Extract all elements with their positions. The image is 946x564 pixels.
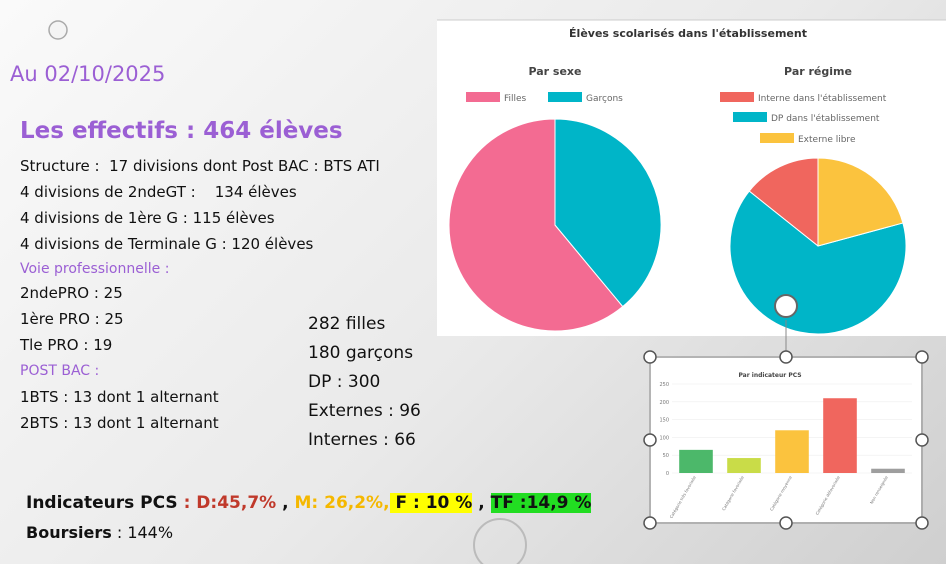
total-line: 180 garçons — [308, 343, 413, 363]
pcs-segment: Indicateurs PCS — [26, 493, 178, 513]
bar — [871, 469, 905, 473]
text-line: 4 divisions de Terminale G : 120 élèves — [20, 235, 313, 253]
section-title: Voie professionnelle : — [20, 261, 169, 277]
pcs-line: Indicateurs PCS : D:45,7% , M: 26,2%, F … — [26, 493, 591, 513]
pcs-segment: M: 26,2%, — [294, 493, 389, 513]
pcs-segment: , — [472, 493, 490, 513]
text-line: Tle PRO : 19 — [20, 336, 112, 354]
boursiers: Boursiers : 144% — [26, 523, 173, 542]
y-tick-label: 150 — [659, 418, 669, 424]
y-tick-label: 50 — [663, 453, 669, 459]
bar — [823, 398, 857, 473]
text-line: 1BTS : 13 dont 1 alternant — [20, 388, 219, 406]
section-title: POST BAC : — [20, 363, 99, 379]
y-tick-label: 0 — [666, 471, 669, 477]
total-line: DP : 300 — [308, 372, 380, 392]
legend-swatch — [760, 133, 794, 143]
bar — [727, 458, 761, 473]
text-line: 4 divisions de 2ndeGT : 134 élèves — [20, 183, 297, 201]
legend-swatch — [466, 92, 500, 102]
total-line: 282 filles — [308, 314, 385, 334]
pcs-segment: , — [276, 493, 294, 513]
text-line: 1ère PRO : 25 — [20, 310, 124, 328]
total-line: Internes : 66 — [308, 430, 416, 450]
text-line: 4 divisions de 1ère G : 115 élèves — [20, 209, 275, 227]
chart-title: Par régime — [784, 65, 852, 78]
text-line: Structure : 17 divisions dont Post BAC :… — [20, 157, 380, 175]
text-line: 2ndePRO : 25 — [20, 284, 123, 302]
pcs-segment: : D:45,7% — [178, 493, 277, 513]
legend-swatch — [548, 92, 582, 102]
y-tick-label: 250 — [659, 382, 669, 388]
boursiers-part: : 144% — [112, 523, 173, 542]
legend-swatch — [720, 92, 754, 102]
slide: Élèves scolarisés dans l'établissement Pa… — [0, 0, 946, 564]
pcs-segment: TF :14,9 % — [491, 493, 592, 513]
legend-label: Externe libre — [798, 135, 856, 145]
chart-title: Par sexe — [528, 65, 581, 78]
pcs-segment: F : 10 % — [390, 493, 473, 513]
chart-title: Par indicateur PCS — [738, 372, 801, 379]
legend-label: Interne dans l'établissement — [758, 93, 887, 104]
legend-label: Garçons — [586, 94, 623, 104]
bar — [679, 450, 713, 473]
text-line: 2BTS : 13 dont 1 alternant — [20, 414, 219, 432]
legend-label: DP dans l'établissement — [771, 113, 880, 124]
bar — [775, 430, 809, 473]
legend-label: Filles — [504, 94, 527, 104]
date: Au 02/10/2025 — [10, 62, 165, 86]
total-line: Externes : 96 — [308, 401, 421, 421]
panel-title: Élèves scolarisés dans l'établissement — [569, 27, 807, 40]
boursiers-part: Boursiers — [26, 523, 112, 542]
y-tick-label: 100 — [659, 435, 669, 441]
legend-swatch — [733, 112, 767, 122]
y-tick-label: 200 — [659, 400, 669, 406]
heading: Les effectifs : 464 élèves — [20, 118, 343, 144]
